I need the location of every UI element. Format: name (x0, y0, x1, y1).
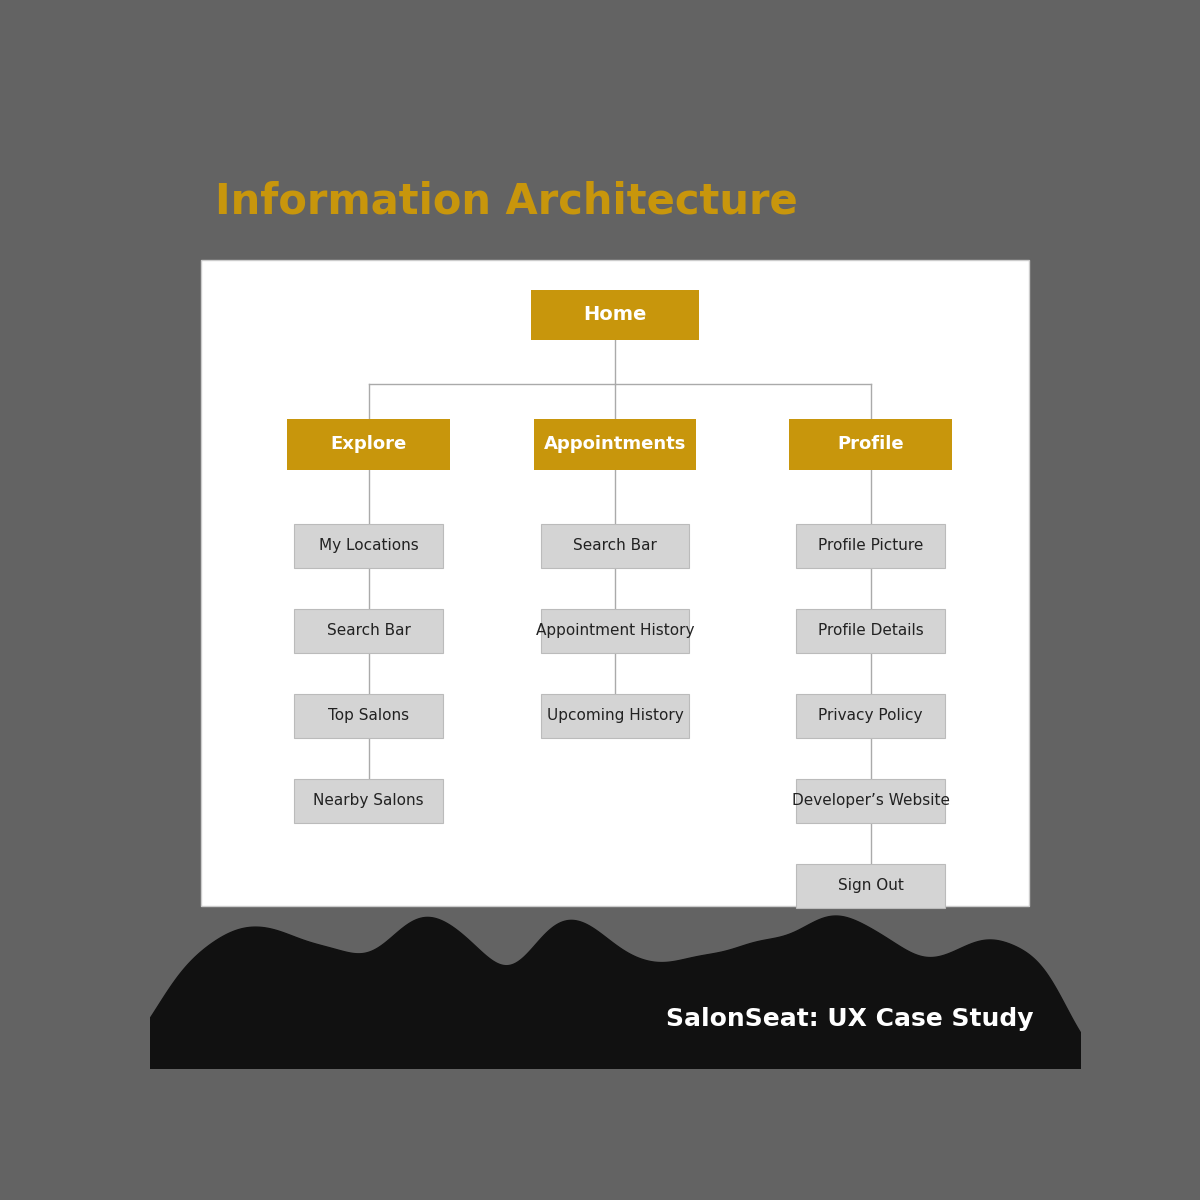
FancyBboxPatch shape (797, 695, 946, 738)
Text: Information Architecture: Information Architecture (215, 180, 798, 222)
FancyBboxPatch shape (797, 779, 946, 823)
Text: Privacy Policy: Privacy Policy (818, 708, 923, 724)
FancyBboxPatch shape (797, 524, 946, 568)
FancyBboxPatch shape (294, 695, 443, 738)
FancyBboxPatch shape (202, 259, 1028, 906)
Text: Profile Details: Profile Details (818, 624, 924, 638)
Text: Explore: Explore (330, 436, 407, 454)
FancyBboxPatch shape (540, 524, 689, 568)
Text: Sign Out: Sign Out (838, 878, 904, 894)
FancyBboxPatch shape (797, 864, 946, 907)
Text: SalonSeat: UX Case Study: SalonSeat: UX Case Study (666, 1007, 1033, 1031)
Text: Appointment History: Appointment History (535, 624, 695, 638)
Text: Search Bar: Search Bar (326, 624, 410, 638)
Text: Nearby Salons: Nearby Salons (313, 793, 424, 809)
FancyBboxPatch shape (294, 779, 443, 823)
Text: Profile Picture: Profile Picture (818, 539, 924, 553)
FancyBboxPatch shape (294, 524, 443, 568)
Text: Appointments: Appointments (544, 436, 686, 454)
FancyBboxPatch shape (540, 610, 689, 653)
FancyBboxPatch shape (797, 610, 946, 653)
Text: Developer’s Website: Developer’s Website (792, 793, 949, 809)
FancyBboxPatch shape (532, 289, 698, 341)
FancyBboxPatch shape (790, 419, 952, 469)
FancyBboxPatch shape (287, 419, 450, 469)
Text: Profile: Profile (838, 436, 904, 454)
Text: Top Salons: Top Salons (328, 708, 409, 724)
Text: Search Bar: Search Bar (574, 539, 656, 553)
Text: Upcoming History: Upcoming History (547, 708, 683, 724)
FancyBboxPatch shape (294, 610, 443, 653)
Text: Home: Home (583, 306, 647, 324)
FancyBboxPatch shape (534, 419, 696, 469)
Text: My Locations: My Locations (319, 539, 419, 553)
FancyBboxPatch shape (540, 695, 689, 738)
